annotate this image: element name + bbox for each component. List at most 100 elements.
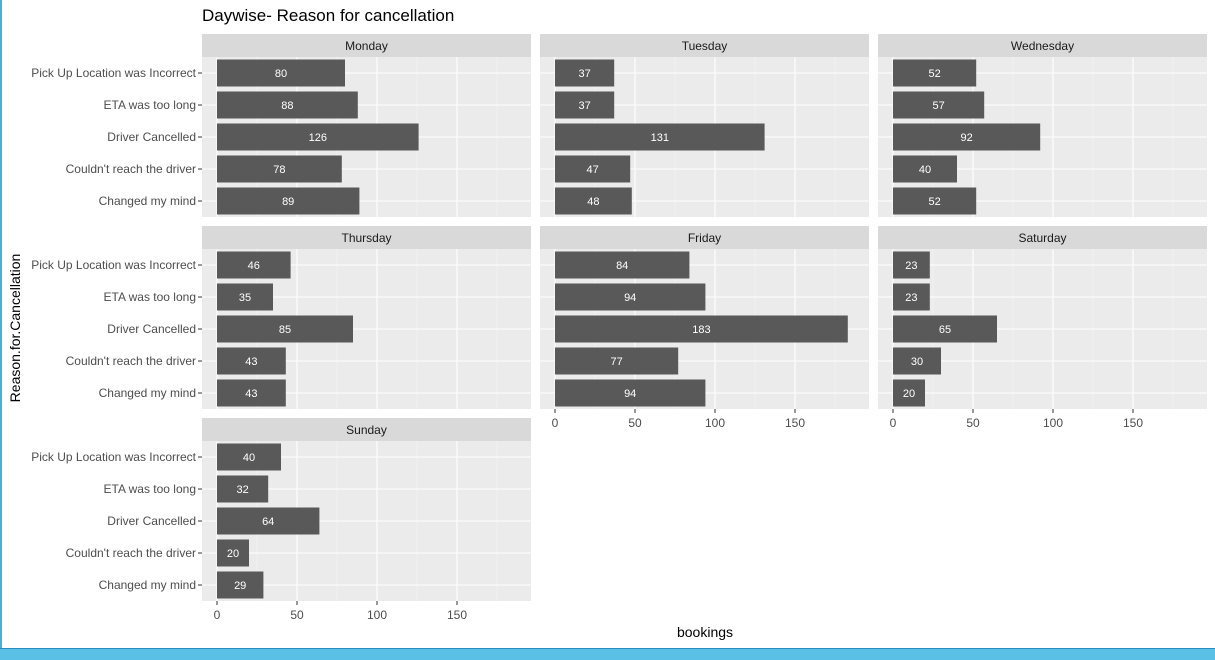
panel-strip bbox=[540, 226, 869, 249]
y-axis-title: Reason.for.Cancellation bbox=[7, 254, 23, 403]
bar-value-label: 57 bbox=[932, 100, 944, 112]
panel-strip bbox=[878, 34, 1207, 57]
bar-eta-was-too-long bbox=[555, 91, 615, 119]
bar-pick-up-location-was-incorrect bbox=[217, 443, 281, 471]
y-tick-label: Driver Cancelled bbox=[107, 514, 196, 528]
x-tick-label: 50 bbox=[628, 416, 642, 430]
y-tick-label: ETA was too long bbox=[104, 98, 197, 112]
bar-driver-cancelled bbox=[555, 315, 848, 343]
panels: Monday 80 88 126 78 89 Pick Up Location was In… bbox=[31, 34, 1207, 622]
bar-value-label: 92 bbox=[960, 132, 972, 144]
bar-couldn-t-reach-the-driver bbox=[893, 155, 957, 183]
panel-strip-label: Friday bbox=[688, 231, 721, 245]
bar-value-label: 35 bbox=[239, 292, 251, 304]
panel-strip-label: Wednesday bbox=[1011, 39, 1074, 53]
panel-sunday: Sunday 40 32 64 20 29 Pick Up Location was Inc… bbox=[31, 418, 531, 622]
bar-pick-up-location-was-incorrect bbox=[893, 59, 977, 87]
bar-value-label: 85 bbox=[279, 324, 291, 336]
bar-value-label: 126 bbox=[309, 132, 327, 144]
bar-eta-was-too-long bbox=[217, 475, 269, 503]
bar-driver-cancelled bbox=[217, 123, 419, 151]
panel-strip-label: Tuesday bbox=[682, 39, 728, 53]
x-tick-label: 150 bbox=[785, 416, 805, 430]
panel-strip bbox=[202, 34, 531, 57]
bar-value-label: 84 bbox=[616, 260, 628, 272]
bar-changed-my-mind bbox=[217, 379, 286, 407]
bar-eta-was-too-long bbox=[555, 283, 706, 311]
y-tick-label: Driver Cancelled bbox=[107, 130, 196, 144]
panel-saturday: Saturday 23 23 65 30 20 0 50 100 150 bbox=[878, 226, 1207, 430]
bar-value-label: 131 bbox=[651, 132, 669, 144]
panel-strip bbox=[202, 226, 531, 249]
panel-strip bbox=[202, 418, 531, 441]
x-axis-title: bookings bbox=[677, 624, 733, 640]
panel-strip-label: Sunday bbox=[346, 423, 387, 437]
panel-strip-label: Thursday bbox=[341, 231, 391, 245]
bar-pick-up-location-was-incorrect bbox=[893, 251, 930, 279]
y-tick-label: Couldn't reach the driver bbox=[66, 162, 196, 176]
bar-couldn-t-reach-the-driver bbox=[217, 155, 342, 183]
panel-wednesday: Wednesday 52 57 92 40 52 bbox=[878, 34, 1207, 217]
bar-value-label: 40 bbox=[243, 452, 255, 464]
x-tick-label: 150 bbox=[1123, 416, 1143, 430]
y-tick-label: Changed my mind bbox=[99, 194, 196, 208]
chart-title: Daywise- Reason for cancellation bbox=[202, 6, 454, 25]
bar-value-label: 23 bbox=[905, 292, 917, 304]
x-tick-label: 0 bbox=[890, 416, 897, 430]
panel-monday: Monday 80 88 126 78 89 Pick Up Location was In… bbox=[31, 34, 531, 217]
bar-changed-my-mind bbox=[217, 187, 360, 215]
bar-driver-cancelled bbox=[893, 123, 1041, 151]
x-tick-label: 0 bbox=[214, 608, 221, 622]
bar-changed-my-mind bbox=[893, 187, 977, 215]
taskbar-edge bbox=[0, 648, 1215, 660]
bar-value-label: 46 bbox=[248, 260, 260, 272]
bar-couldn-t-reach-the-driver bbox=[893, 347, 941, 375]
bar-value-label: 52 bbox=[928, 196, 940, 208]
y-tick-label: Pick Up Location was Incorrect bbox=[31, 258, 196, 272]
y-tick-label: Changed my mind bbox=[99, 578, 196, 592]
bar-value-label: 94 bbox=[624, 388, 636, 400]
bar-pick-up-location-was-incorrect bbox=[217, 251, 291, 279]
panel-friday: Friday 84 94 183 77 94 0 50 100 150 bbox=[540, 226, 869, 430]
bar-value-label: 77 bbox=[610, 356, 622, 368]
bar-pick-up-location-was-incorrect bbox=[217, 59, 345, 87]
x-tick-label: 50 bbox=[290, 608, 304, 622]
bar-value-label: 20 bbox=[903, 388, 915, 400]
bar-value-label: 80 bbox=[275, 68, 287, 80]
bar-value-label: 94 bbox=[624, 292, 636, 304]
bar-eta-was-too-long bbox=[217, 91, 358, 119]
bar-value-label: 40 bbox=[919, 164, 931, 176]
bar-driver-cancelled bbox=[893, 315, 997, 343]
bar-eta-was-too-long bbox=[217, 283, 273, 311]
y-tick-label: ETA was too long bbox=[104, 482, 197, 496]
bar-value-label: 47 bbox=[586, 164, 598, 176]
y-tick-label: Pick Up Location was Incorrect bbox=[31, 66, 196, 80]
window-frame-left bbox=[0, 0, 2, 650]
bar-couldn-t-reach-the-driver bbox=[217, 347, 286, 375]
bar-changed-my-mind bbox=[893, 379, 925, 407]
x-tick-label: 50 bbox=[966, 416, 980, 430]
bar-value-label: 89 bbox=[282, 196, 294, 208]
bar-couldn-t-reach-the-driver bbox=[555, 155, 631, 183]
x-tick-label: 100 bbox=[367, 608, 387, 622]
bar-changed-my-mind bbox=[555, 379, 706, 407]
y-tick-label: Couldn't reach the driver bbox=[66, 354, 196, 368]
bar-value-label: 30 bbox=[911, 356, 923, 368]
y-tick-label: Pick Up Location was Incorrect bbox=[31, 450, 196, 464]
bar-driver-cancelled bbox=[217, 507, 320, 535]
bar-pick-up-location-was-incorrect bbox=[555, 59, 615, 87]
y-tick-label: Couldn't reach the driver bbox=[66, 546, 196, 560]
y-tick-label: Driver Cancelled bbox=[107, 322, 196, 336]
bar-couldn-t-reach-the-driver bbox=[555, 347, 679, 375]
panel-strip bbox=[878, 226, 1207, 249]
panel-tuesday: Tuesday 37 37 131 47 48 bbox=[540, 34, 869, 217]
bar-value-label: 43 bbox=[245, 356, 257, 368]
bar-value-label: 23 bbox=[905, 260, 917, 272]
bar-value-label: 88 bbox=[281, 100, 293, 112]
bar-changed-my-mind bbox=[555, 187, 632, 215]
bar-value-label: 65 bbox=[939, 324, 951, 336]
bar-value-label: 37 bbox=[578, 100, 590, 112]
bar-driver-cancelled bbox=[555, 123, 765, 151]
bar-value-label: 29 bbox=[234, 580, 246, 592]
